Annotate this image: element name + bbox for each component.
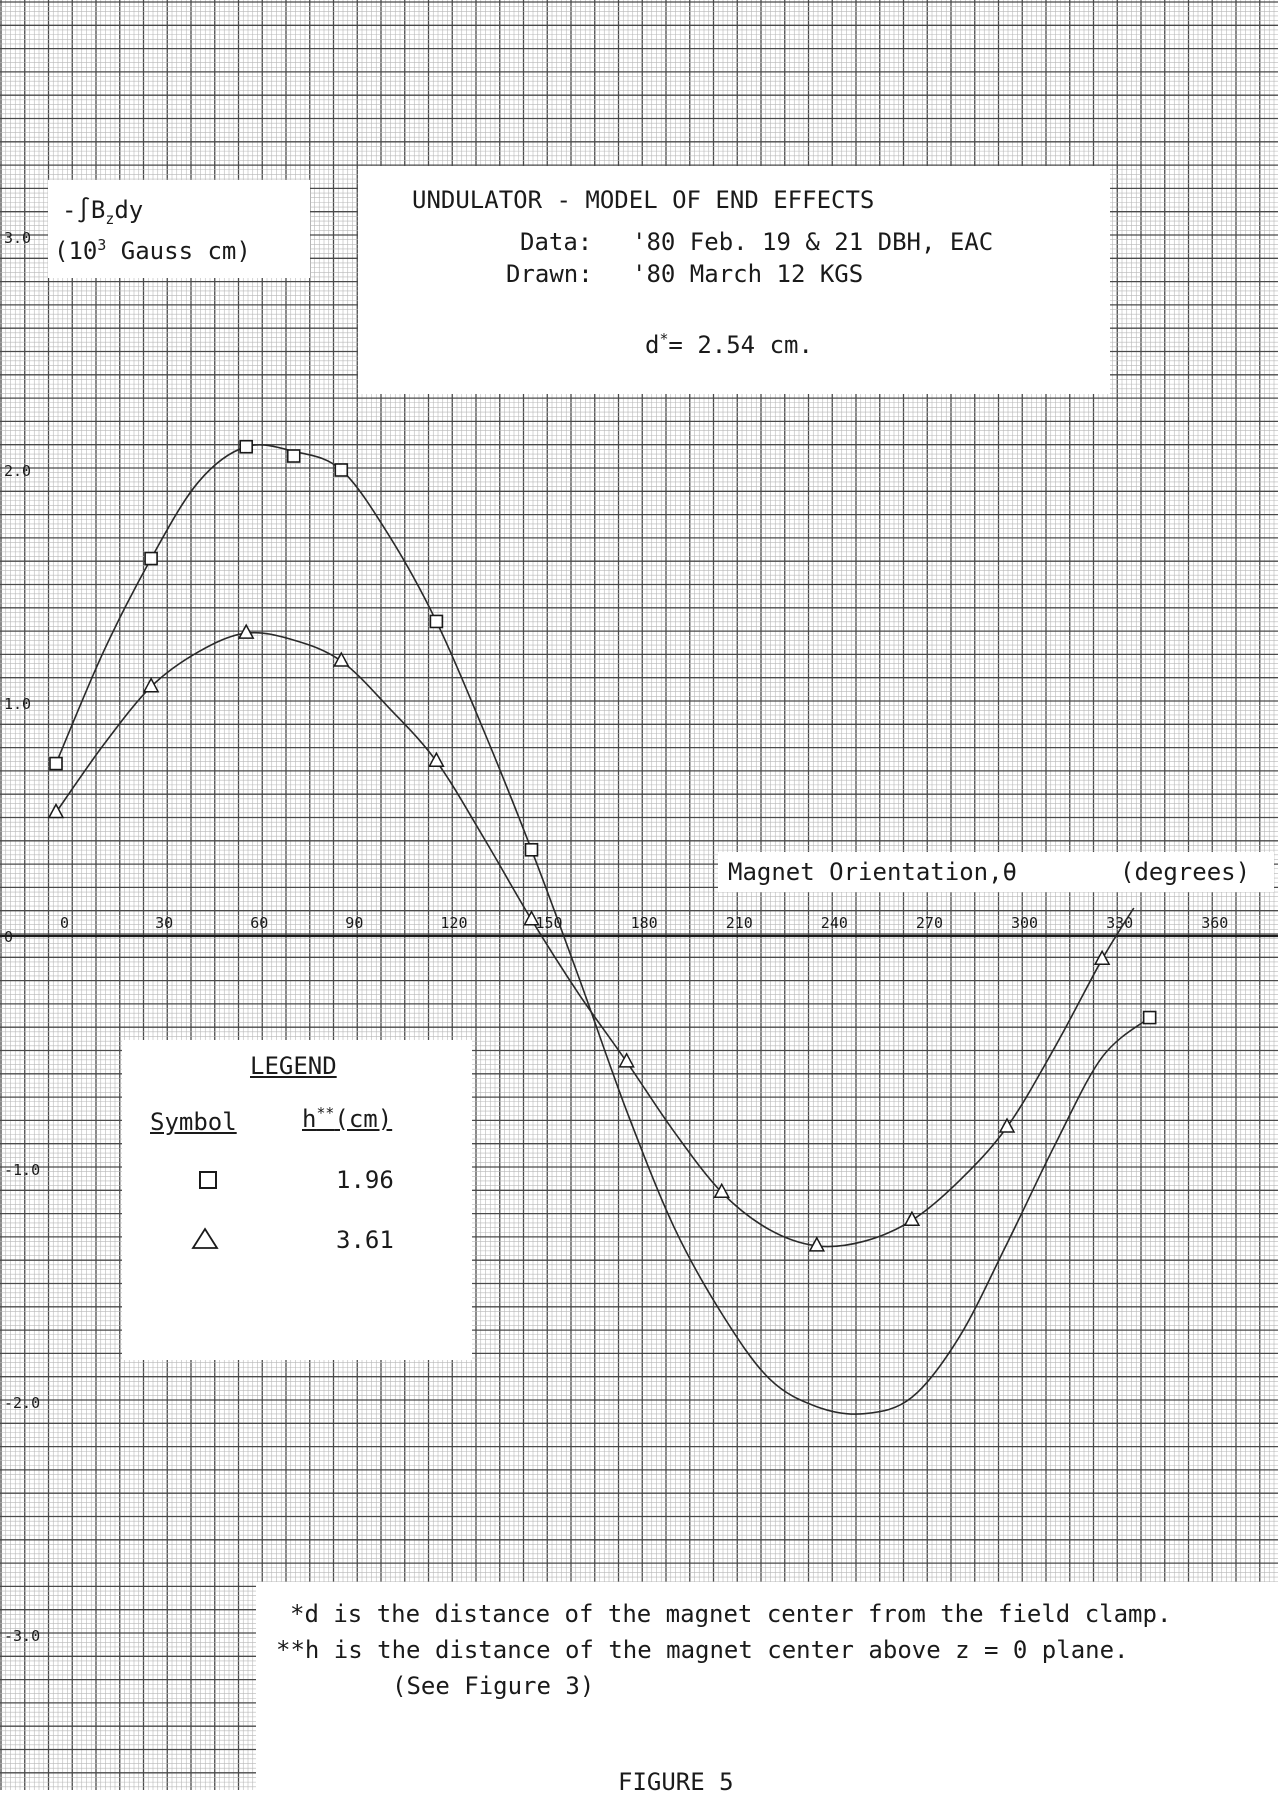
triangle-data-point <box>428 751 445 767</box>
square-data-point <box>429 614 444 629</box>
triangle-data-point <box>142 677 160 693</box>
drawn-value: '80 March 12 KGS <box>632 260 864 288</box>
figure-label: FIGURE 5 <box>618 1768 734 1796</box>
triangle-data-point <box>1093 949 1111 966</box>
legend-square-icon <box>199 1171 217 1189</box>
data-value: '80 Feb. 19 & 21 DBH, EAC <box>632 228 994 256</box>
square-data-point <box>1142 1010 1157 1025</box>
series-markers <box>47 439 1157 1252</box>
x-tick-label: 120 <box>440 914 467 932</box>
footnote-panel <box>256 1582 1278 1790</box>
footnote-figure-ref: (See Figure 3) <box>392 1672 595 1700</box>
square-data-point <box>49 756 63 771</box>
x-tick-label: 0 <box>60 914 69 932</box>
triangle-data-point <box>808 1236 826 1252</box>
square-data-point <box>144 551 158 566</box>
legend-symbol-header: Symbol <box>150 1108 237 1136</box>
data-label: Data: <box>520 228 593 256</box>
tick-labels: 0 30 60 90 120 150 180 210 240 270 300 330 3603.02.0… <box>4 229 1228 1645</box>
triangle-data-point <box>998 1117 1016 1133</box>
y-tick-label: 2.0 <box>4 462 31 480</box>
square-data-point <box>286 449 301 463</box>
x-axis-label: Magnet Orientation,θ <box>728 858 1017 886</box>
square-data-point <box>524 842 539 857</box>
x-tick-label: 270 <box>916 914 943 932</box>
x-tick-label: 90 <box>345 914 363 932</box>
y-tick-label: -2.0 <box>4 1394 40 1412</box>
square-data-point <box>334 463 349 477</box>
chart-title: UNDULATOR - MODEL OF END EFFECTS <box>412 186 875 214</box>
triangle-data-point <box>713 1182 730 1199</box>
x-tick-label: 210 <box>726 914 753 932</box>
x-axis-unit: (degrees) <box>1120 858 1251 886</box>
triangle-data-point <box>237 623 255 639</box>
drawn-label: Drawn: <box>506 260 593 288</box>
square-data-point <box>239 439 253 454</box>
y-axis-label-panel <box>48 180 310 278</box>
y-tick-label: 0 <box>4 928 13 946</box>
x-axis-label-panel <box>718 852 1274 892</box>
y-axis-label-line1: -∫Bzdy <box>62 196 144 228</box>
y-tick-label: -3.0 <box>4 1627 40 1645</box>
triangle-data-point <box>523 910 540 926</box>
legend-panel <box>122 1040 472 1360</box>
legend-triangle-icon <box>191 1227 219 1249</box>
d-parameter-note: d*= 2.54 cm. <box>645 330 813 359</box>
x-tick-label: 60 <box>250 914 268 932</box>
triangle-data-point <box>333 651 350 667</box>
footnote-d: *d is the distance of the magnet center … <box>290 1600 1172 1628</box>
y-tick-label: -1.0 <box>4 1161 40 1179</box>
x-tick-label: 180 <box>631 914 658 932</box>
x-tick-label: 30 <box>155 914 173 932</box>
x-tick-label: 240 <box>821 914 848 932</box>
y-tick-label: 3.0 <box>4 229 31 247</box>
title-panel <box>358 166 1110 394</box>
y-axis-label-line2: (103 Gauss cm) <box>54 236 251 265</box>
footnote-h: **h is the distance of the magnet center… <box>276 1636 1129 1664</box>
x-tick-label: 300 <box>1011 914 1038 932</box>
legend-h-header: h**(cm) <box>302 1104 393 1133</box>
x-tick-label: 150 <box>536 914 563 932</box>
legend-triangle-value: 3.61 <box>336 1226 394 1254</box>
legend-square-value: 1.96 <box>336 1166 394 1194</box>
triangle-data-point <box>47 802 65 819</box>
y-tick-label: 1.0 <box>4 695 31 713</box>
triangle-data-point <box>618 1052 635 1068</box>
x-tick-label: 360 <box>1201 914 1228 932</box>
legend-title: LEGEND <box>250 1052 337 1080</box>
triangle-data-point <box>903 1210 921 1227</box>
